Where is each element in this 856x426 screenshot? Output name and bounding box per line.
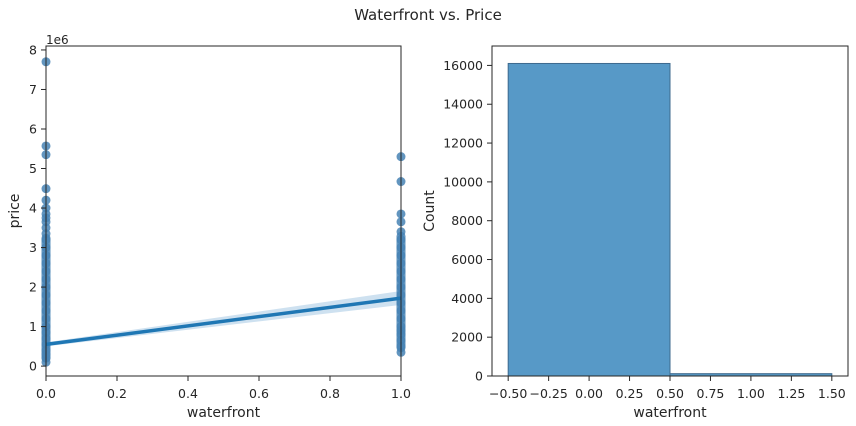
y-tick-label: 8 xyxy=(29,42,37,57)
x-tick-label: 1.50 xyxy=(818,386,846,401)
y-tick-label: 2000 xyxy=(451,330,483,345)
right-y-ticks: 0 2000 4000 6000 8000 10000 12000 14000 16000 xyxy=(443,58,492,384)
scatter-regression-panel: 0.0 0.2 0.4 0.6 0.8 1.0 0 1 2 3 4 5 6 7 8 1e6 waterfr… xyxy=(7,33,411,421)
y-tick-label: 6 xyxy=(29,121,37,136)
right-x-ticks: −0.50 −0.25 0.00 0.25 0.50 0.75 1.00 1.25 1.50 xyxy=(489,376,846,401)
x-tick-label: 0.6 xyxy=(249,386,269,401)
x-tick-label: 0.8 xyxy=(320,386,340,401)
x-tick-label: 1.25 xyxy=(777,386,805,401)
left-x-ticks: 0.0 0.2 0.4 0.6 0.8 1.0 xyxy=(36,376,411,401)
y-tick-label: 4 xyxy=(29,201,37,216)
x-tick-label: 1.0 xyxy=(391,386,411,401)
figure-title: Waterfront vs. Price xyxy=(354,6,502,24)
y-scale-offset-label: 1e6 xyxy=(46,33,69,47)
y-tick-label: 5 xyxy=(29,161,37,176)
y-tick-label: 7 xyxy=(29,82,37,97)
histogram-panel: −0.50 −0.25 0.00 0.25 0.50 0.75 1.00 1.25 1.50 0… xyxy=(422,45,849,421)
y-tick-label: 16000 xyxy=(443,58,483,73)
left-y-ticks: 0 1 2 3 4 5 6 7 8 xyxy=(29,42,46,374)
x-tick-label: 1.00 xyxy=(737,386,765,401)
x-tick-label: 0.0 xyxy=(36,386,56,401)
x-tick-label: −0.25 xyxy=(529,386,567,401)
x-tick-label: 0.2 xyxy=(107,386,127,401)
y-tick-label: 0 xyxy=(29,359,37,374)
x-tick-label: −0.50 xyxy=(489,386,527,401)
y-tick-label: 8000 xyxy=(451,213,483,228)
histogram-bar xyxy=(507,62,671,377)
y-tick-label: 4000 xyxy=(451,291,483,306)
left-x-axis-label: waterfront xyxy=(187,405,261,421)
x-tick-label: 0.4 xyxy=(178,386,198,401)
y-tick-label: 6000 xyxy=(451,252,483,267)
right-x-axis-label: waterfront xyxy=(633,405,707,421)
x-tick-label: 0.00 xyxy=(575,386,603,401)
y-tick-label: 0 xyxy=(475,369,483,384)
left-plot-frame xyxy=(45,45,402,377)
x-tick-label: 0.25 xyxy=(616,386,644,401)
y-tick-label: 1 xyxy=(29,319,37,334)
y-tick-label: 10000 xyxy=(443,174,483,189)
x-tick-label: 0.75 xyxy=(697,386,725,401)
x-tick-label: 0.50 xyxy=(656,386,684,401)
y-tick-label: 14000 xyxy=(443,97,483,112)
regression-line xyxy=(45,296,402,347)
histogram-bars-layer xyxy=(507,62,833,377)
y-tick-label: 12000 xyxy=(443,136,483,151)
right-y-axis-label: Count xyxy=(422,190,438,232)
y-tick-label: 3 xyxy=(29,240,37,255)
regression-line-layer xyxy=(45,296,402,347)
left-y-axis-label: price xyxy=(7,194,23,229)
y-tick-label: 2 xyxy=(29,280,37,295)
